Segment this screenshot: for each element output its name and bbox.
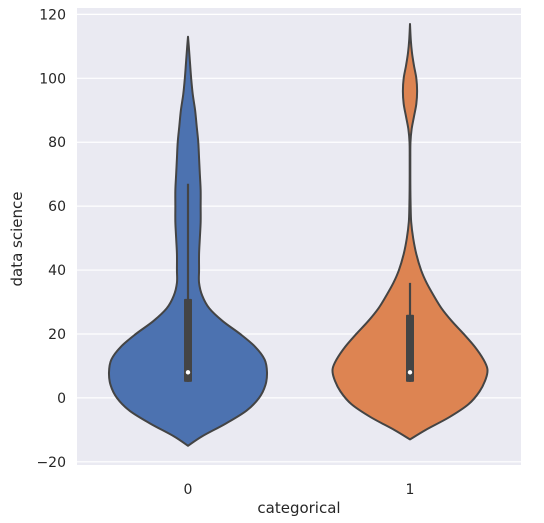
y-tick-label: 120: [39, 7, 66, 23]
quartile-box: [406, 314, 414, 382]
x-tick-label: 1: [406, 482, 415, 498]
y-tick-label: 0: [57, 391, 66, 407]
y-tick-labels: −20 0 20 40 60 80 100 120: [36, 7, 66, 470]
y-tick-label: 20: [48, 327, 66, 343]
y-tick-label: 100: [39, 71, 66, 87]
y-tick-label: −20: [36, 455, 66, 471]
median-marker: [407, 370, 413, 375]
y-tick-label: 80: [48, 135, 66, 151]
y-axis-label: data science: [8, 192, 26, 287]
violin-1: [331, 22, 489, 441]
y-tick-label: 40: [48, 263, 66, 279]
violins: [107, 22, 489, 447]
x-tick-label: 0: [184, 482, 193, 498]
x-axis-label: categorical: [257, 499, 340, 517]
median-marker: [185, 370, 191, 375]
quartile-box: [184, 298, 192, 382]
y-tick-label: 60: [48, 199, 66, 215]
